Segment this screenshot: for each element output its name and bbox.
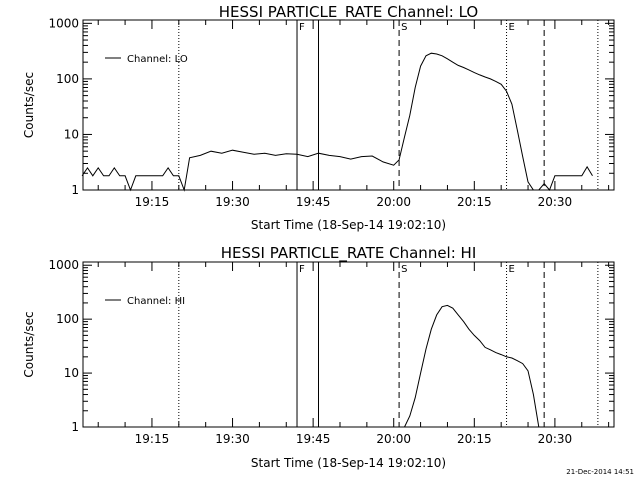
x-tick-label: 19:15 (135, 432, 170, 446)
legend-label: Channel: HI (127, 296, 185, 307)
event-marker-label: S (401, 22, 407, 33)
x-tick-label: 19:45 (296, 195, 331, 209)
y-tick-label: 1000 (48, 16, 79, 30)
x-axis-label: Start Time (18-Sep-14 19:02:10) (251, 218, 446, 232)
y-tick-label: 100 (56, 312, 79, 326)
x-tick-label: 19:30 (215, 432, 250, 446)
x-tick-label: 20:30 (538, 432, 573, 446)
event-marker-label: F (299, 264, 305, 275)
y-tick-label: 1 (71, 420, 79, 434)
chart-panel-2: HESSI PARTICLE_RATE Channel: HI Start Tim… (22, 244, 615, 470)
x-axis-label: Start Time (18-Sep-14 19:02:10) (251, 456, 446, 470)
x-tick-label: 19:30 (215, 195, 250, 209)
series-line (404, 304, 540, 428)
event-marker-label: E (509, 264, 515, 275)
y-tick-label: 100 (56, 72, 79, 86)
legend-label: Channel: LO (127, 54, 188, 65)
y-tick-label: 10 (64, 366, 79, 380)
x-tick-label: 19:45 (296, 432, 331, 446)
y-tick-label: 10 (64, 127, 79, 141)
chart-title: HESSI PARTICLE_RATE Channel: HI (221, 244, 477, 263)
x-tick-label: 19:15 (135, 195, 170, 209)
x-tick-label: 20:15 (457, 195, 492, 209)
event-marker-label: E (509, 22, 515, 33)
series-line (81, 52, 593, 192)
y-tick-label: 1000 (48, 258, 79, 272)
y-axis-label: Counts/sec (22, 72, 36, 138)
event-marker-label: F (299, 22, 305, 33)
y-tick-label: 1 (71, 183, 79, 197)
y-axis-label: Counts/sec (22, 311, 36, 377)
x-tick-label: 20:15 (457, 432, 492, 446)
x-tick-label: 20:00 (376, 195, 411, 209)
plot-frame (82, 19, 615, 191)
x-tick-label: 20:00 (376, 432, 411, 446)
plot-frame (82, 261, 615, 428)
x-tick-label: 20:30 (538, 195, 573, 209)
event-marker-label: S (401, 264, 407, 275)
chart-title: HESSI PARTICLE_RATE Channel: LO (219, 3, 478, 22)
chart-panel-1: HESSI PARTICLE_RATE Channel: LO Start Tim… (22, 3, 615, 232)
footer-timestamp: 21-Dec-2014 14:51 (566, 468, 634, 476)
